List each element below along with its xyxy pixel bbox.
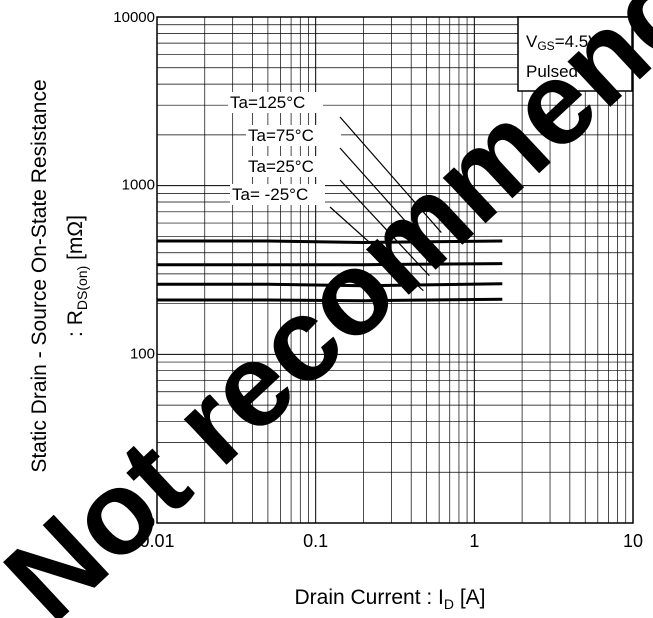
legend-leader-lines — [329, 116, 442, 292]
legend-label-bg — [230, 184, 325, 205]
legend-leader-line — [339, 179, 430, 277]
y-tick-label: 1000 — [122, 177, 155, 194]
series-line — [157, 239, 503, 245]
y-tick-label: 100 — [130, 345, 155, 362]
y-tick-label: 10000 — [113, 9, 155, 26]
legend-label: Ta=25°C — [248, 157, 314, 176]
series-line — [157, 297, 503, 303]
condition-mode: Pulsed — [526, 62, 578, 81]
plot-frame — [156, 16, 634, 524]
x-axis-title: Drain Current : ID [A] — [294, 586, 485, 612]
x-tick-label: 10 — [623, 531, 643, 551]
x-tick-labels: 0.01 0.1 1 10 — [139, 531, 643, 551]
series-lines — [157, 239, 503, 303]
y-tick-labels: 10 100 1000 10000 — [113, 9, 155, 531]
y-axis-title-line1: Static Drain - Source On-State Resistanc… — [28, 79, 51, 472]
series-line — [157, 262, 503, 267]
legend-label: Ta=125°C — [230, 93, 305, 112]
legend-label-bg — [246, 125, 341, 146]
condition-box — [517, 16, 633, 92]
legend-label-bg — [228, 92, 323, 113]
x-tick-label: 1 — [469, 531, 479, 551]
legend-label-bg — [246, 156, 341, 177]
legend-leader-line — [339, 116, 442, 233]
legend: Ta=125°C Ta=75°C Ta=25°C Ta= -25°C — [228, 92, 341, 205]
legend-label: Ta= -25°C — [232, 185, 308, 204]
y-tick-label: 10 — [138, 514, 155, 531]
legend-label: Ta=75°C — [248, 126, 314, 145]
legend-leader-line — [329, 206, 424, 292]
condition-vgs: VGS=4.5V — [526, 32, 600, 53]
x-tick-label: 0.01 — [139, 531, 174, 551]
x-tick-label: 0.1 — [303, 531, 328, 551]
series-line — [157, 282, 503, 288]
y-axis-title-line2: : RDS(on) [mΩ] — [64, 215, 90, 337]
legend-leader-line — [339, 147, 436, 256]
